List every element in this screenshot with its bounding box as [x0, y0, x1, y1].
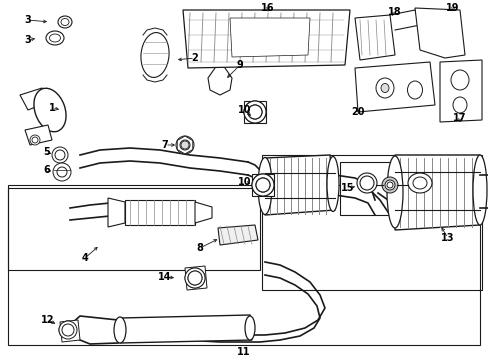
- Text: 3: 3: [24, 35, 31, 45]
- Circle shape: [52, 147, 68, 163]
- Circle shape: [59, 321, 77, 339]
- Polygon shape: [354, 62, 434, 112]
- Polygon shape: [244, 101, 265, 123]
- Ellipse shape: [34, 88, 66, 132]
- Text: 17: 17: [452, 113, 466, 123]
- Bar: [8, 185, 479, 345]
- Text: 10: 10: [238, 105, 251, 115]
- Circle shape: [359, 176, 373, 190]
- Circle shape: [247, 105, 262, 119]
- Bar: [262, 155, 481, 290]
- Polygon shape: [218, 225, 258, 245]
- Polygon shape: [183, 10, 349, 68]
- Text: 8: 8: [196, 243, 203, 253]
- Text: 9: 9: [236, 60, 243, 70]
- Polygon shape: [25, 125, 52, 145]
- Circle shape: [256, 178, 269, 192]
- Ellipse shape: [407, 173, 431, 193]
- Circle shape: [384, 180, 394, 190]
- Text: 19: 19: [446, 3, 459, 13]
- Polygon shape: [184, 266, 206, 290]
- Text: 1: 1: [48, 103, 55, 113]
- Circle shape: [187, 271, 202, 285]
- Circle shape: [62, 324, 74, 336]
- Circle shape: [244, 101, 265, 123]
- Circle shape: [32, 137, 38, 143]
- Circle shape: [251, 174, 273, 196]
- Text: 3: 3: [24, 15, 31, 25]
- Circle shape: [386, 182, 392, 188]
- Ellipse shape: [452, 97, 466, 113]
- Ellipse shape: [375, 78, 393, 98]
- Circle shape: [244, 101, 265, 123]
- Ellipse shape: [244, 316, 254, 340]
- Polygon shape: [125, 200, 195, 225]
- Polygon shape: [20, 88, 48, 110]
- Circle shape: [176, 136, 194, 154]
- Ellipse shape: [141, 32, 169, 77]
- Polygon shape: [264, 155, 334, 215]
- Ellipse shape: [61, 18, 69, 26]
- Ellipse shape: [49, 34, 61, 42]
- Text: 11: 11: [237, 347, 250, 357]
- Circle shape: [356, 173, 376, 193]
- Circle shape: [247, 105, 262, 119]
- Circle shape: [184, 268, 204, 288]
- Bar: [8, 188, 260, 270]
- Polygon shape: [229, 18, 309, 57]
- Circle shape: [57, 167, 67, 177]
- Circle shape: [184, 268, 204, 288]
- Bar: [339, 162, 454, 215]
- Text: 14: 14: [158, 272, 171, 282]
- Circle shape: [180, 140, 190, 150]
- Circle shape: [55, 150, 65, 160]
- Circle shape: [381, 177, 397, 193]
- Ellipse shape: [450, 70, 468, 90]
- Text: 13: 13: [440, 233, 454, 243]
- Text: 5: 5: [43, 147, 50, 157]
- Circle shape: [251, 174, 273, 196]
- Polygon shape: [60, 320, 80, 342]
- Text: 16: 16: [261, 3, 274, 13]
- Ellipse shape: [407, 81, 422, 99]
- Ellipse shape: [326, 157, 338, 211]
- Text: 7: 7: [162, 140, 168, 150]
- Ellipse shape: [380, 84, 388, 93]
- Circle shape: [62, 324, 74, 336]
- Circle shape: [187, 271, 202, 285]
- Text: 10: 10: [238, 177, 251, 187]
- Text: 4: 4: [81, 253, 88, 263]
- Polygon shape: [414, 8, 464, 58]
- Polygon shape: [120, 315, 251, 343]
- Polygon shape: [108, 198, 125, 227]
- Text: 12: 12: [41, 315, 55, 325]
- Polygon shape: [177, 136, 192, 154]
- Text: 18: 18: [387, 7, 401, 17]
- Text: 6: 6: [43, 165, 50, 175]
- Ellipse shape: [258, 157, 271, 215]
- Circle shape: [256, 178, 269, 192]
- Ellipse shape: [412, 177, 426, 189]
- Circle shape: [181, 141, 189, 149]
- Ellipse shape: [114, 317, 126, 343]
- Polygon shape: [439, 60, 481, 122]
- Circle shape: [30, 135, 40, 145]
- Polygon shape: [394, 155, 479, 230]
- Ellipse shape: [58, 16, 72, 28]
- Text: 2: 2: [191, 53, 198, 63]
- Polygon shape: [195, 202, 212, 223]
- Circle shape: [59, 321, 77, 339]
- Circle shape: [53, 163, 71, 181]
- Ellipse shape: [46, 31, 64, 45]
- Polygon shape: [354, 15, 394, 60]
- Text: 15: 15: [341, 183, 354, 193]
- Ellipse shape: [386, 156, 402, 228]
- Polygon shape: [251, 174, 273, 196]
- Text: 20: 20: [350, 107, 364, 117]
- Ellipse shape: [472, 155, 486, 225]
